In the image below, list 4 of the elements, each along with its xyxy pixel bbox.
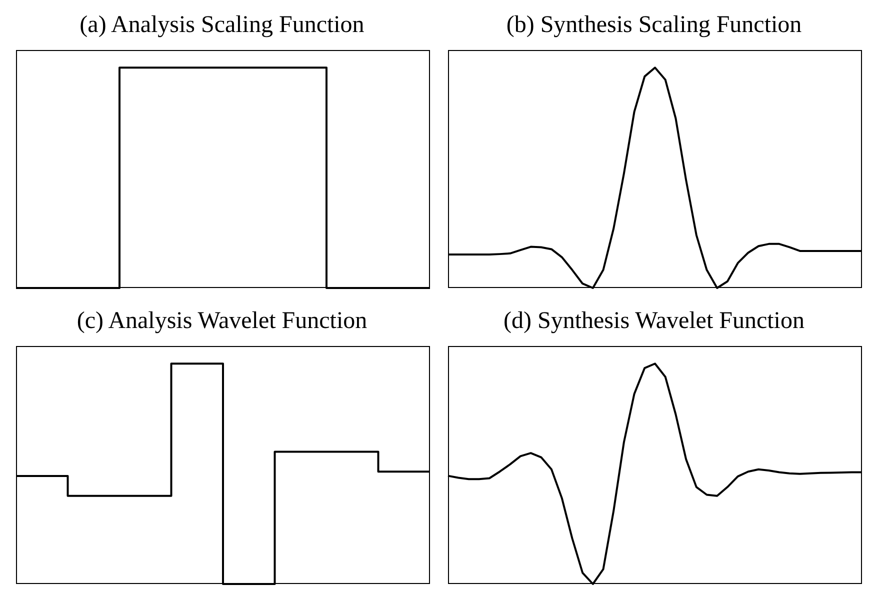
chart-title: (d) Synthesis Wavelet Function (502, 307, 806, 336)
chart-title: (c) Analysis Wavelet Function (76, 307, 368, 336)
chart-title: (a) Analysis Scaling Function (78, 11, 366, 40)
chart-title: (b) Synthesis Scaling Function (505, 11, 803, 40)
